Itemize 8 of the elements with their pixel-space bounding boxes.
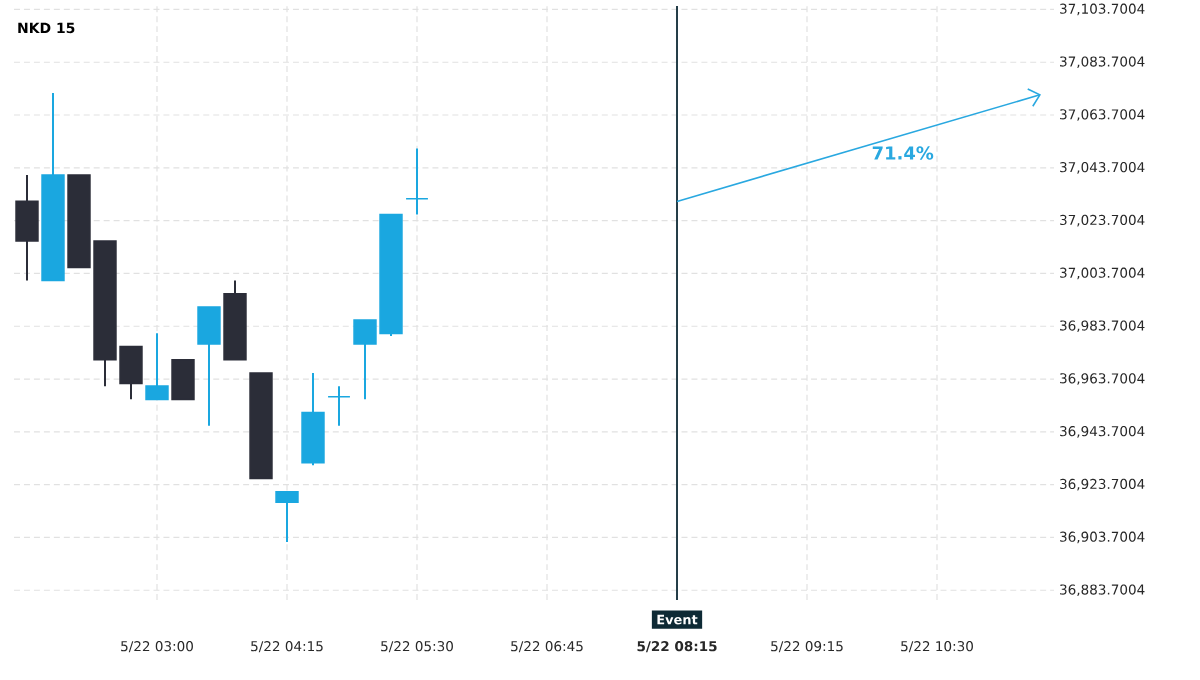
candlestick [145,332,169,401]
candlestick [15,173,39,282]
candlestick [197,305,221,427]
candlestick [405,147,429,216]
annotation: 71.4% [872,146,934,160]
candlestick [327,385,351,427]
candlestick [275,490,299,543]
candlestick [171,358,195,401]
